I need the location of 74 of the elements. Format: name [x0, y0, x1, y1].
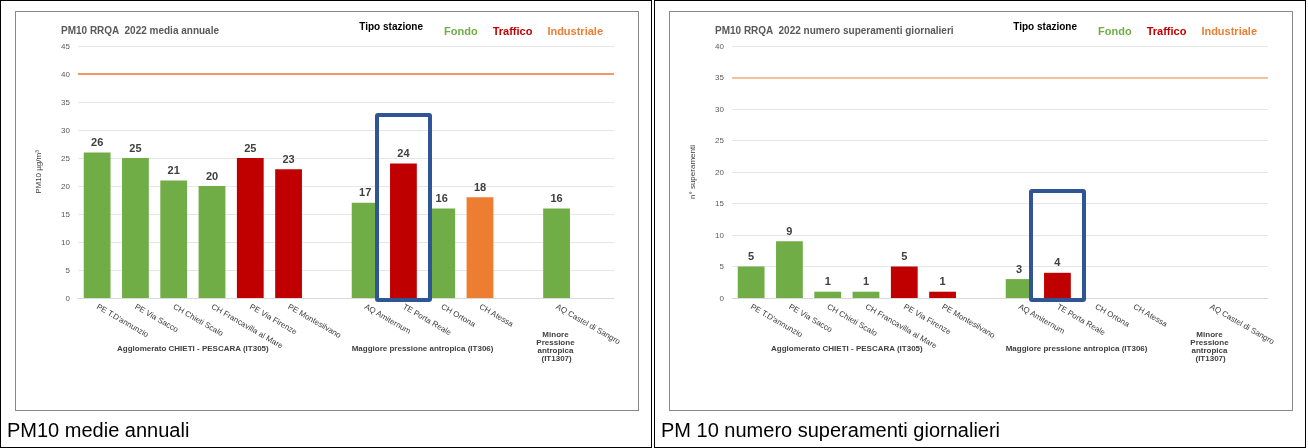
bar: [83, 152, 111, 298]
y-tick-label: 20: [61, 181, 71, 191]
bar: [737, 266, 765, 298]
legend-title: Tipo stazione: [1013, 20, 1078, 32]
bar: [776, 241, 803, 298]
text: Maggiore pressione antropica (IT306): [1005, 343, 1148, 353]
bar: [814, 291, 842, 298]
y-tick-label: 20: [715, 167, 725, 177]
data-label: 21: [167, 163, 180, 176]
y-axis-title: n° superamenti: [687, 144, 697, 199]
bar: [275, 169, 302, 298]
y-tick-label: 45: [61, 41, 71, 51]
bar: [929, 291, 956, 298]
bar: [543, 208, 570, 298]
data-label: 1: [939, 275, 946, 288]
y-tick-label: 0: [65, 293, 71, 303]
y-tick-label: 40: [715, 41, 725, 51]
bar: [236, 158, 264, 298]
bar: [122, 158, 149, 298]
chart-title: PM10 RRQA 2022 numero superamenti giornalieri: [715, 24, 954, 36]
data-label: 25: [244, 141, 257, 154]
y-tick-label: 30: [61, 125, 71, 135]
legend-label: Industriale: [1201, 24, 1257, 37]
data-label: 20: [205, 169, 219, 182]
data-label: 18: [473, 180, 487, 193]
y-tick-label: 0: [719, 293, 725, 303]
text: Agglomerato CHIETI - PESCARA (IT305): [771, 343, 924, 353]
bar: [466, 197, 494, 298]
data-label: 3: [1016, 262, 1023, 275]
data-label: 5: [901, 250, 908, 262]
bar: [890, 266, 918, 298]
bar: [1044, 272, 1071, 298]
data-label: 1: [824, 275, 831, 288]
y-tick-label: 35: [61, 97, 71, 107]
bar: [198, 186, 226, 298]
text: Traffico: [1146, 24, 1187, 37]
data-label: 23: [282, 152, 295, 165]
data-label: 26: [91, 135, 104, 148]
data-label: 5: [748, 250, 755, 262]
bar: [160, 180, 188, 298]
data-label: 16: [435, 191, 448, 204]
y-tick-label: 40: [61, 69, 71, 79]
text: Fondo: [1098, 24, 1132, 37]
text: PM10 medie annuali: [7, 419, 190, 442]
y-tick-label: 30: [715, 104, 725, 114]
data-label: 24: [397, 147, 411, 160]
chart-title: PM10 RRQA 2022 media annuale: [61, 24, 220, 36]
text: Traffico: [492, 24, 533, 37]
text: Industriale: [547, 24, 603, 37]
y-tick-label: 10: [61, 237, 71, 247]
y-tick-label: 35: [715, 73, 725, 82]
data-label: 1: [862, 275, 870, 288]
data-label: 16: [550, 191, 563, 204]
bar: [852, 291, 880, 298]
data-label: 17: [359, 186, 372, 199]
text: Agglomerato CHIETI - PESCARA (IT305): [117, 343, 270, 353]
y-tick-label: 25: [61, 153, 71, 163]
y-tick-label: 15: [715, 199, 725, 208]
y-tick-label: 25: [715, 136, 725, 145]
bar: [390, 163, 417, 298]
text: Fondo: [444, 24, 478, 37]
y-axis-title: PM10 µg/m³: [33, 149, 43, 194]
y-tick-label: 10: [715, 230, 725, 240]
legend-title: Tipo stazione: [359, 20, 424, 32]
text: PM 10 numero superamenti giornalieri: [661, 419, 1001, 442]
y-tick-label: 5: [719, 262, 725, 271]
y-tick-label: 5: [65, 265, 71, 275]
y-tick-label: 15: [61, 209, 71, 219]
data-label: 4: [1054, 256, 1062, 269]
text: Minore Pressione antropica (IT1307): [1190, 329, 1231, 363]
text: Minore Pressione antropica (IT1307): [536, 329, 577, 363]
data-label: 9: [786, 224, 793, 237]
data-label: 25: [129, 141, 142, 154]
text: Maggiore pressione antropica (IT306): [351, 343, 494, 353]
